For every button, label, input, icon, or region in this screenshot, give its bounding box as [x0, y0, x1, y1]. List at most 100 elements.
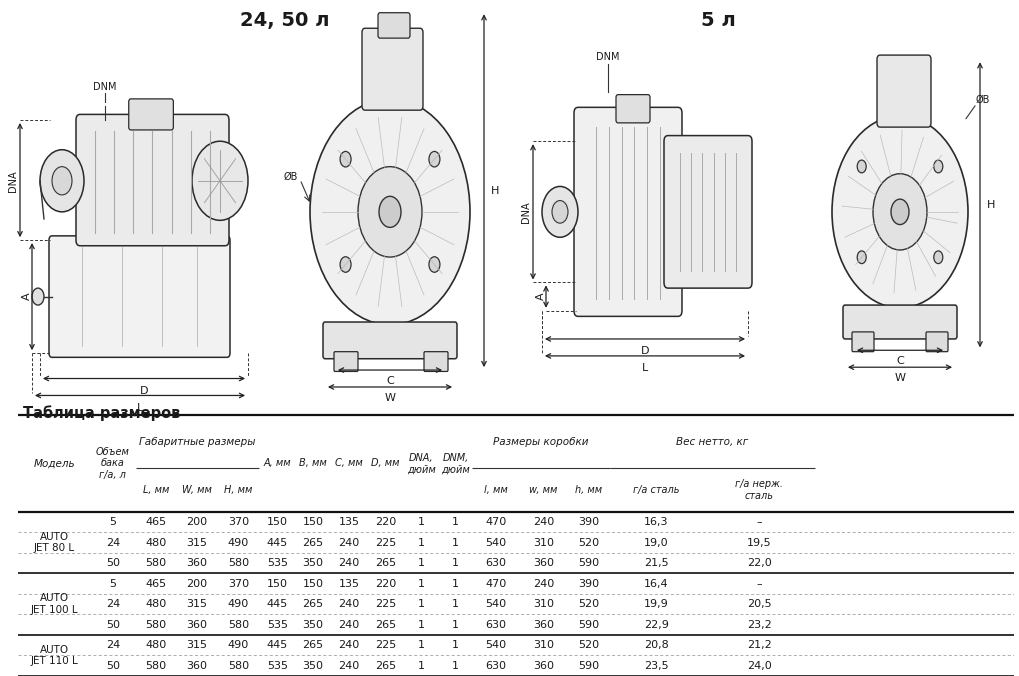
Text: W: W [894, 373, 905, 383]
Text: 1: 1 [451, 537, 459, 548]
Circle shape [551, 201, 568, 223]
Text: D: D [140, 385, 148, 395]
Text: 580: 580 [227, 558, 249, 568]
Circle shape [429, 257, 439, 272]
Text: H, мм: H, мм [224, 485, 253, 495]
Text: 50: 50 [106, 558, 120, 568]
Text: 225: 225 [375, 537, 396, 548]
Text: A: A [535, 293, 545, 300]
Circle shape [52, 167, 72, 195]
Text: l, мм: l, мм [484, 485, 507, 495]
Text: 150: 150 [266, 579, 287, 589]
FancyBboxPatch shape [615, 95, 649, 123]
Text: 1: 1 [451, 660, 459, 671]
Text: Таблица размеров: Таблица размеров [23, 406, 180, 421]
Text: 580: 580 [145, 558, 166, 568]
Text: 22,9: 22,9 [643, 620, 668, 630]
Text: 360: 360 [533, 558, 553, 568]
FancyBboxPatch shape [663, 136, 751, 288]
Circle shape [379, 196, 400, 227]
Text: 16,3: 16,3 [644, 517, 668, 527]
Text: 265: 265 [303, 537, 323, 548]
Text: C: C [896, 356, 903, 366]
Text: 200: 200 [185, 579, 207, 589]
FancyBboxPatch shape [378, 13, 410, 38]
Text: Размеры коробки: Размеры коробки [493, 437, 588, 447]
Circle shape [932, 251, 942, 264]
Text: 480: 480 [145, 537, 166, 548]
Text: 630: 630 [485, 620, 506, 630]
Text: 22,0: 22,0 [746, 558, 770, 568]
Text: 535: 535 [266, 558, 287, 568]
Text: 24, 50 л: 24, 50 л [240, 11, 329, 30]
Circle shape [32, 288, 44, 305]
Text: 1: 1 [418, 537, 425, 548]
Text: 535: 535 [266, 660, 287, 671]
Text: 520: 520 [577, 537, 598, 548]
Text: 265: 265 [375, 558, 395, 568]
Text: h, мм: h, мм [574, 485, 601, 495]
Circle shape [339, 151, 351, 167]
Text: C: C [386, 376, 393, 386]
Text: 135: 135 [338, 579, 359, 589]
Circle shape [932, 160, 942, 173]
FancyBboxPatch shape [323, 322, 457, 359]
Text: Вес нетто, кг: Вес нетто, кг [676, 437, 748, 447]
Text: 21,2: 21,2 [746, 640, 770, 650]
Text: 580: 580 [145, 620, 166, 630]
Text: 360: 360 [185, 620, 207, 630]
Text: 470: 470 [485, 517, 506, 527]
Text: Модель: Модель [34, 458, 75, 468]
Text: 370: 370 [227, 517, 249, 527]
Text: 490: 490 [227, 599, 249, 609]
Text: 240: 240 [532, 517, 553, 527]
Text: D, мм: D, мм [371, 458, 399, 468]
Text: 1: 1 [418, 640, 425, 650]
Text: 5: 5 [109, 579, 116, 589]
Text: 520: 520 [577, 640, 598, 650]
Text: 590: 590 [577, 558, 598, 568]
Text: A: A [22, 293, 32, 300]
Text: 465: 465 [145, 579, 166, 589]
Circle shape [358, 167, 422, 257]
Text: L: L [137, 402, 143, 412]
Text: 520: 520 [577, 599, 598, 609]
FancyBboxPatch shape [851, 332, 873, 352]
FancyBboxPatch shape [925, 332, 947, 352]
Text: 220: 220 [375, 517, 396, 527]
Text: 24: 24 [106, 640, 120, 650]
Text: 390: 390 [577, 517, 598, 527]
Text: 24: 24 [106, 537, 120, 548]
Text: 630: 630 [485, 660, 506, 671]
Text: 240: 240 [338, 660, 359, 671]
Text: 350: 350 [303, 620, 323, 630]
Text: w, мм: w, мм [529, 485, 557, 495]
Text: DNM: DNM [596, 52, 620, 62]
Text: 150: 150 [266, 517, 287, 527]
Text: 240: 240 [338, 537, 359, 548]
Circle shape [856, 251, 865, 264]
Circle shape [856, 160, 865, 173]
Text: 240: 240 [338, 558, 359, 568]
Text: 580: 580 [227, 660, 249, 671]
Text: 240: 240 [338, 599, 359, 609]
Text: 310: 310 [533, 599, 553, 609]
Text: 360: 360 [533, 620, 553, 630]
FancyBboxPatch shape [128, 99, 173, 130]
Text: 390: 390 [577, 579, 598, 589]
Text: 310: 310 [533, 640, 553, 650]
Text: С, мм: С, мм [334, 458, 363, 468]
Circle shape [832, 116, 967, 308]
Text: 225: 225 [375, 640, 396, 650]
Text: 20,5: 20,5 [746, 599, 770, 609]
Text: DNM: DNM [93, 82, 116, 92]
Text: 1: 1 [418, 558, 425, 568]
Text: L, мм: L, мм [143, 485, 169, 495]
FancyBboxPatch shape [876, 55, 930, 127]
Text: 19,5: 19,5 [746, 537, 770, 548]
Text: 1: 1 [418, 620, 425, 630]
Text: DNA,
дюйм: DNA, дюйм [407, 453, 435, 475]
Text: 315: 315 [185, 599, 207, 609]
Text: 240: 240 [338, 640, 359, 650]
Text: 370: 370 [227, 579, 249, 589]
